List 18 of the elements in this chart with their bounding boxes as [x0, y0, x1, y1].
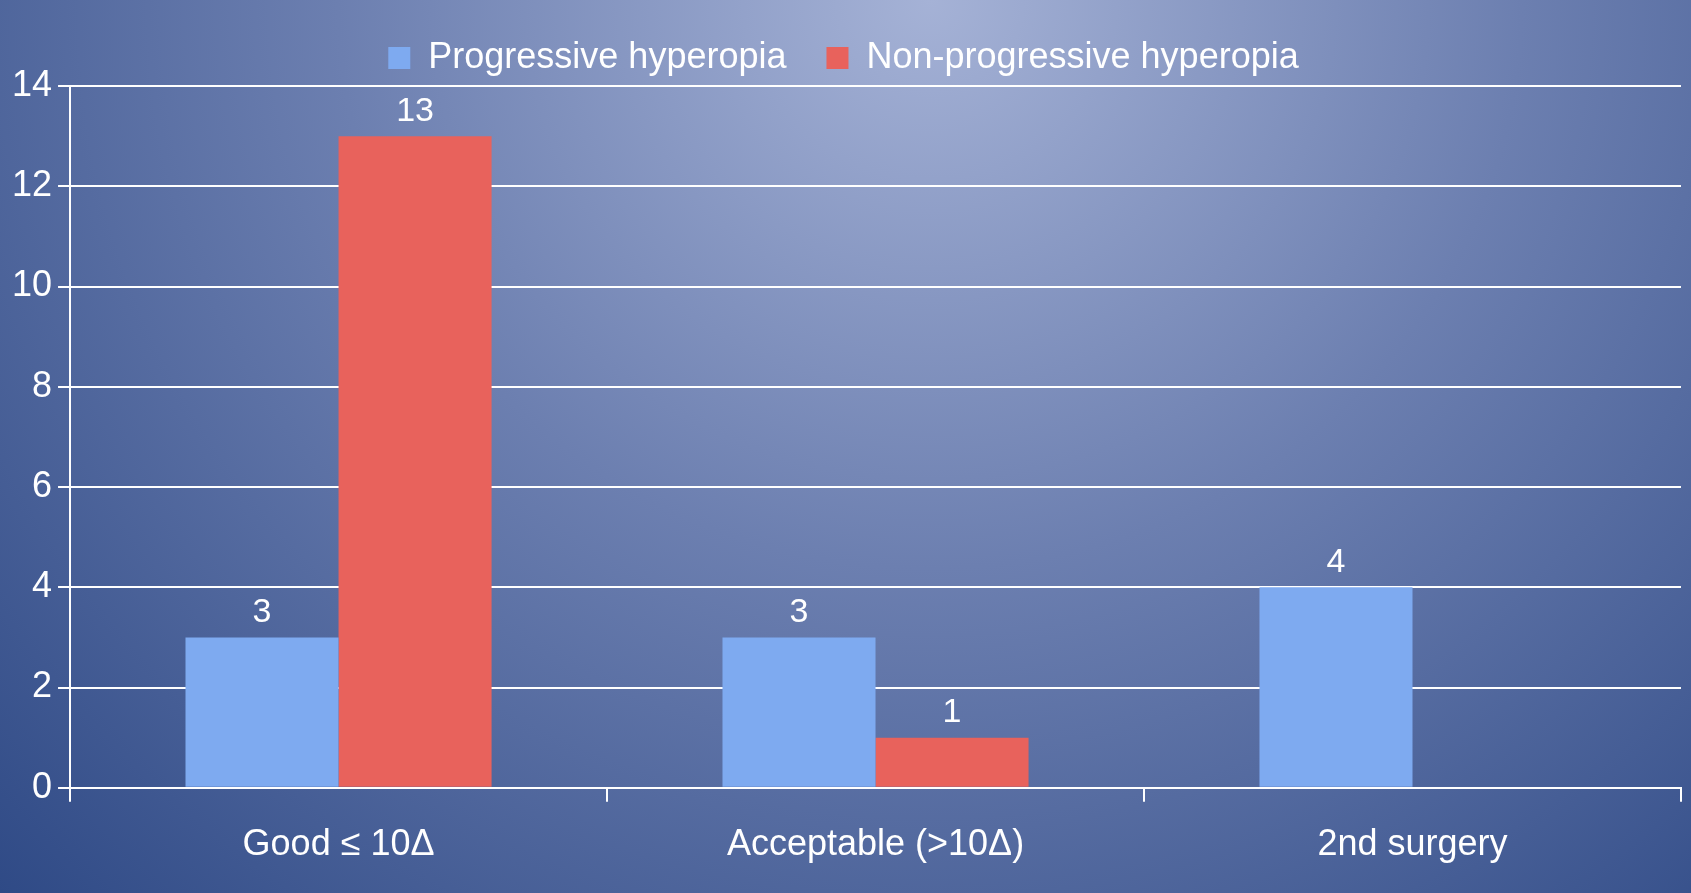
x-tick-label: Good ≤ 10Δ [242, 822, 435, 864]
x-tick-label: Acceptable (>10Δ) [726, 822, 1025, 864]
data-label: 4 [1326, 540, 1346, 579]
data-label: 3 [789, 590, 809, 629]
y-tick-label: 8 [32, 363, 53, 405]
data-label: 3 [252, 590, 272, 629]
y-tick-label: 14 [12, 62, 53, 104]
y-tick-label: 2 [32, 664, 53, 706]
y-tick-label: 0 [32, 764, 53, 806]
data-label: 13 [396, 89, 434, 128]
y-tick-label: 10 [12, 263, 53, 305]
legend-label: Non-progressive hyperopia [866, 34, 1300, 76]
y-tick-label: 6 [32, 463, 53, 505]
y-tick-label: 12 [12, 163, 53, 205]
x-tick-label: 2nd surgery [1317, 822, 1508, 864]
data-label: 1 [942, 691, 962, 730]
y-tick-label: 4 [32, 564, 53, 606]
legend-label: Progressive hyperopia [428, 34, 788, 76]
